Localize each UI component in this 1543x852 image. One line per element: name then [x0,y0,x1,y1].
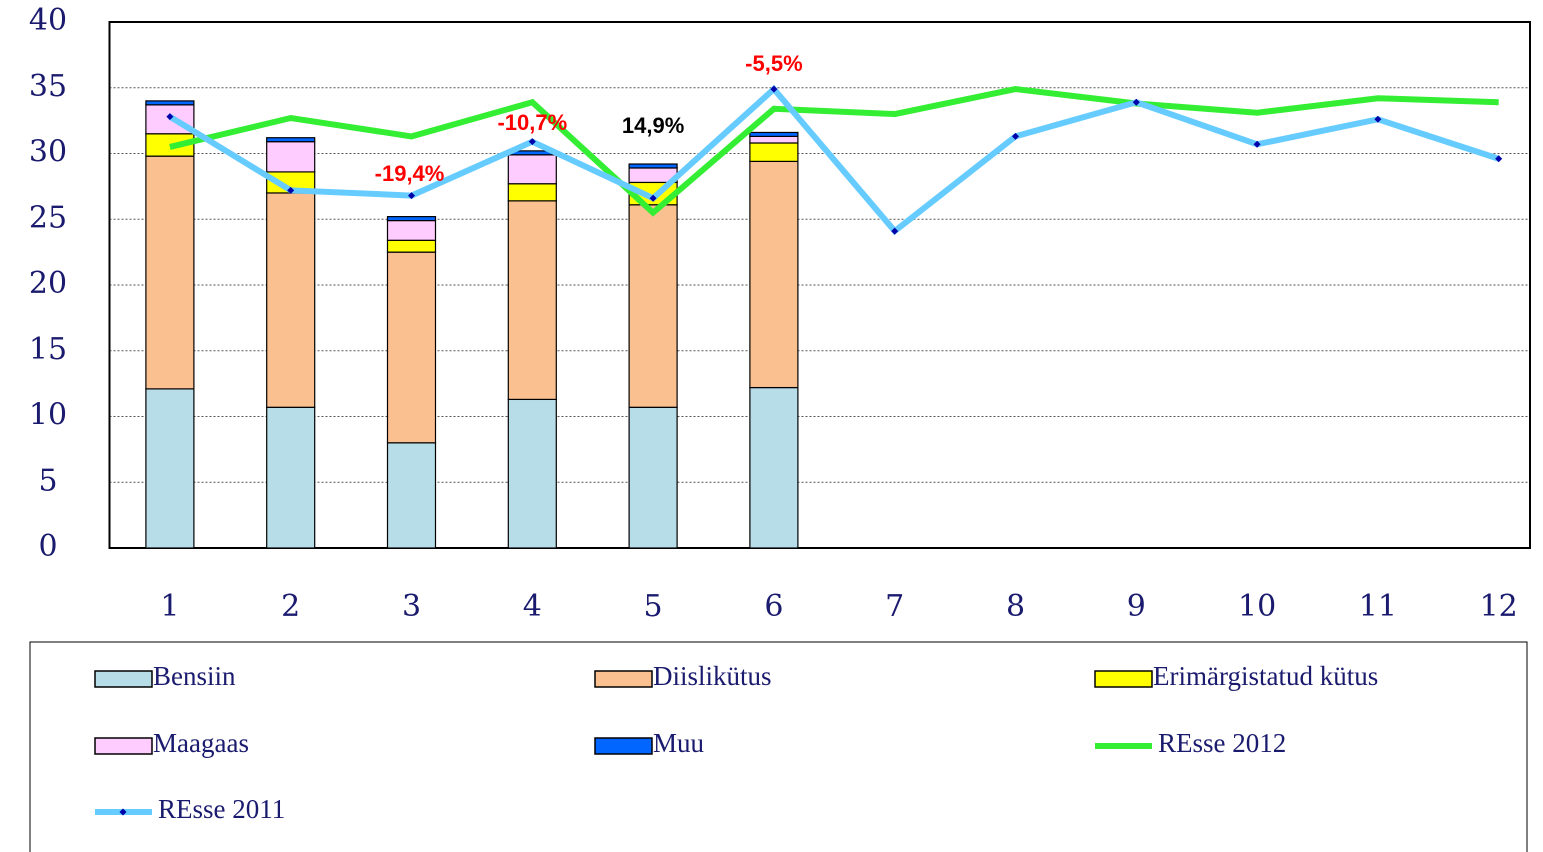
x-tick-label: 9 [1127,589,1146,624]
legend-label: Erimärgistatud kütus [1153,661,1378,691]
y-tick-label: 40 [29,3,67,38]
x-tick-label: 11 [1359,589,1397,624]
bar-segment [749,131,799,138]
marker [1253,140,1261,148]
x-tick-label: 12 [1480,589,1518,624]
line [169,86,1499,217]
legend-label: Bensiin [153,661,236,691]
legend-label: REsse 2011 [158,794,285,824]
x-tick-label: 8 [1006,589,1025,624]
marker [1132,98,1140,106]
x-tick-label: 7 [885,589,904,624]
bar-segment [386,216,437,222]
marker [408,192,415,200]
legend-marker [119,808,127,816]
legend-label: Diislikütus [653,661,772,691]
bar-segment [749,142,799,162]
legend-swatch [94,737,153,755]
bar-segment [628,204,678,408]
bar-segment [507,154,557,185]
bar-segment [386,239,437,253]
legend-swatch [594,737,653,755]
bar-segment [507,200,557,401]
legend-box [29,641,1528,852]
x-tick-label: 10 [1238,589,1276,624]
marker [1495,155,1503,163]
bar-segment [266,137,316,143]
marker [166,113,174,121]
bar-segment [507,398,557,549]
bar-segment [628,163,678,169]
legend-swatch [94,670,153,688]
marker [1012,132,1019,140]
x-tick-label: 5 [644,589,663,624]
annotation: -19,4% [375,161,445,186]
annotation: 14,9% [622,113,684,138]
bar-segment [386,442,437,549]
annotation: -5,5% [745,51,802,76]
bar-segment [386,219,437,241]
legend-label: REsse 2012 [1158,728,1286,758]
bar-segment [749,160,799,389]
bar-segment [266,192,316,408]
bar-segment [507,183,557,202]
bar-segment [386,251,437,444]
y-tick-label: 30 [29,135,67,170]
y-tick-label: 35 [29,69,67,104]
bar-segment [145,100,195,106]
y-tick-label: 5 [38,463,57,498]
x-tick-label: 3 [402,589,421,624]
marker [770,85,778,93]
y-tick-label: 20 [29,266,67,301]
bar-segment [266,406,316,549]
legend-label: Muu [653,728,705,758]
y-tick-label: 15 [29,332,67,367]
bar-segment [145,388,195,549]
x-tick-label: 4 [523,589,542,624]
bar-segment [266,141,316,173]
marker [287,186,295,194]
x-tick-label: 6 [764,589,783,624]
bar-segment [145,155,195,390]
bar-segment [628,406,678,549]
legend-swatch [1094,670,1153,688]
marker [891,227,899,235]
legend-label: Maagaas [153,728,249,758]
y-tick-label: 0 [38,529,57,564]
x-tick-label: 1 [160,589,179,624]
plot-border [108,21,1531,549]
x-tick-label: 2 [281,589,300,624]
line [168,84,1500,236]
marker [528,138,536,146]
y-tick-label: 25 [29,200,67,235]
annotation: -10,7% [497,110,567,135]
marker [1374,115,1382,123]
legend-swatch [594,670,653,688]
y-tick-label: 10 [29,398,67,433]
bar-segment [749,386,799,549]
bar-segment [749,135,799,144]
marker [649,194,657,202]
